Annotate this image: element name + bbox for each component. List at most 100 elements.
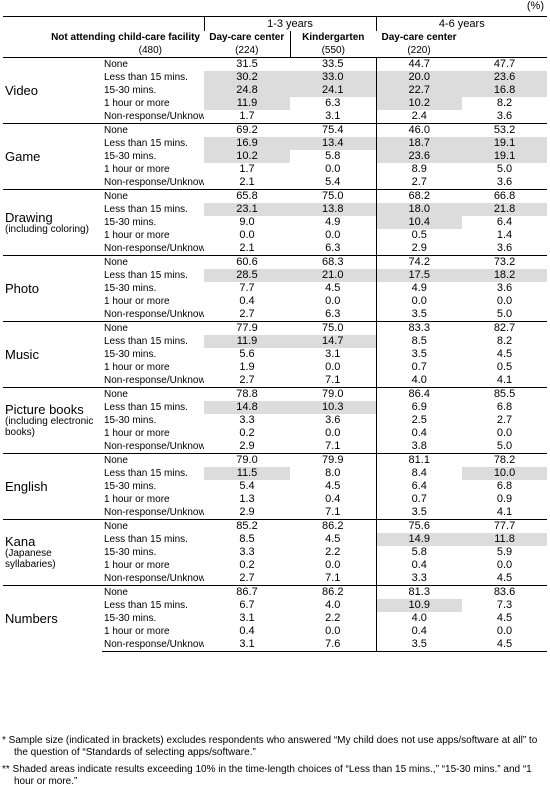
- table-row: Video None 31.5 33.5 44.7 47.7: [3, 57, 548, 124]
- value-cell: 7.1: [325, 440, 341, 452]
- column-header: Not attending child-care facility: [51, 32, 200, 43]
- value-cell: 6.4: [375, 480, 463, 493]
- value-cell: 3.6: [496, 242, 513, 254]
- sample-size: (224): [204, 44, 290, 58]
- category-name: Kana: [5, 534, 36, 549]
- value-cell: 3.3: [375, 572, 463, 586]
- value-cell: 0.4: [239, 295, 255, 307]
- value-cell: 23.6: [375, 150, 463, 163]
- value-cell: 24.8: [204, 84, 290, 97]
- category-name: Drawing: [5, 209, 53, 225]
- category-name: Game: [5, 149, 41, 164]
- value-cell: 33.5: [290, 57, 377, 71]
- table-row: 15-30 mins. 9.0 4.9 10.4 6.4: [3, 216, 547, 229]
- time-option-label: Less than 15 mins.: [104, 270, 188, 281]
- value-cell: 0.0: [496, 427, 513, 439]
- value-cell: 4.0: [375, 612, 463, 625]
- table-row: Less than 15 mins. 8.5 4.5 14.9 11.8: [3, 533, 548, 546]
- category-label: Drawing (including coloring): [3, 189, 102, 256]
- time-option-label: Non-response/Unknown: [104, 309, 204, 320]
- table-row: Less than 15 mins. 28.5 21.0 17.5 18.2: [3, 269, 548, 282]
- value-cell: 4.5: [496, 348, 513, 360]
- value-cell: 1.7: [239, 163, 255, 175]
- value-cell: 23.1: [204, 203, 290, 216]
- value-cell: 3.6: [496, 110, 513, 122]
- time-option-label: 1 hour or more: [104, 230, 170, 241]
- value-cell: 6.4: [496, 216, 513, 228]
- value-cell: 73.2: [462, 255, 548, 269]
- footnotes: * Sample size (indicated in brackets) ex…: [2, 735, 548, 793]
- time-option-label: 15-30 mins.: [104, 151, 157, 162]
- table-row: 1 hour or more 1.3 0.4 0.7 0.9: [3, 493, 547, 506]
- sample-size: (220): [376, 44, 463, 58]
- value-cell: 47.7: [462, 57, 548, 71]
- value-cell: 60.6: [204, 255, 290, 269]
- value-cell: 2.2: [325, 546, 341, 558]
- value-cell: 79.9: [290, 453, 377, 467]
- table-row: 1 hour or more 1.9 0.0 0.7 0.5: [3, 361, 547, 374]
- value-cell: 10.3: [290, 401, 377, 414]
- value-cell: 9.0: [239, 216, 255, 228]
- table-row: Game None 69.2 75.4 46.0 53.2: [3, 123, 548, 190]
- age-group-header: 4-6 years: [375, 16, 548, 31]
- header-age-row: 1-3 years 4-6 years: [3, 16, 548, 31]
- value-cell: 3.5: [375, 506, 463, 520]
- time-option-label: 1 hour or more: [104, 296, 170, 307]
- time-option-label: Non-response/Unknown: [104, 507, 204, 518]
- table-row: 15-30 mins. 7.7 4.5 4.9 3.6: [3, 282, 547, 295]
- value-cell: 86.4: [375, 387, 463, 401]
- value-cell: 5.0: [496, 308, 513, 320]
- value-cell: 4.5: [496, 572, 513, 584]
- age-group-header: 1-3 years: [203, 16, 377, 31]
- time-option-label: None: [102, 255, 204, 269]
- value-cell: 75.6: [375, 519, 463, 533]
- table-row: 15-30 mins. 5.6 3.1 3.5 4.5: [3, 348, 547, 361]
- value-cell: 0.5: [496, 361, 513, 373]
- value-cell: 0.0: [496, 295, 513, 307]
- value-cell: 18.0: [375, 203, 463, 216]
- category-name: Music: [5, 347, 39, 362]
- value-cell: 2.9: [239, 440, 255, 452]
- table-row: 1 hour or more 0.4 0.0 0.0 0.0: [3, 295, 547, 308]
- table-row: 15-30 mins. 3.1 2.2 4.0 4.5: [3, 612, 547, 625]
- table-row: 15-30 mins. 3.3 3.6 2.5 2.7: [3, 414, 547, 427]
- value-cell: 0.4: [375, 625, 463, 638]
- value-cell: 6.3: [325, 242, 341, 254]
- value-cell: 86.7: [204, 585, 290, 599]
- value-cell: 6.3: [325, 308, 341, 320]
- time-option-label: Less than 15 mins.: [104, 138, 188, 149]
- table-row: 1 hour or more 1.7 0.0 8.9 5.0: [3, 163, 547, 176]
- table-row: Non-response/Unknown 2.7 7.1 4.0 4.1: [3, 374, 547, 388]
- time-option-label: 15-30 mins.: [104, 613, 157, 624]
- value-cell: 6.3: [325, 97, 341, 109]
- value-cell: 2.1: [239, 176, 255, 188]
- value-cell: 5.4: [325, 176, 341, 188]
- value-cell: 4.9: [375, 282, 463, 295]
- value-cell: 69.2: [204, 123, 290, 137]
- value-cell: 4.1: [496, 374, 513, 386]
- table-row: 1 hour or more 11.9 6.3 10.2 8.2: [3, 97, 547, 110]
- value-cell: 0.7: [375, 493, 463, 506]
- table-row: Non-response/Unknown 2.9 7.1 3.5 4.1: [3, 506, 547, 520]
- time-option-label: 15-30 mins.: [104, 547, 157, 558]
- column-header: Kindergarten: [289, 31, 377, 44]
- value-cell: 0.4: [239, 625, 255, 637]
- table-row: 1 hour or more 0.0 0.0 0.5 1.4: [3, 229, 547, 242]
- column-header: Day-care center: [209, 32, 285, 43]
- time-option-label: Non-response/Unknown: [104, 243, 204, 254]
- value-cell: 11.9: [204, 97, 290, 110]
- time-option-label: Less than 15 mins.: [104, 468, 188, 479]
- header-sample-row: (480) (224) (550) (220): [3, 44, 547, 58]
- value-cell: 0.4: [375, 427, 463, 440]
- category-label: Picture books (including electronic books…: [3, 387, 102, 454]
- time-option-label: None: [102, 57, 204, 71]
- table-row: 15-30 mins. 10.2 5.8 23.6 19.1: [3, 150, 548, 163]
- value-cell: 5.8: [375, 546, 463, 559]
- value-cell: 74.2: [375, 255, 463, 269]
- value-cell: 5.9: [496, 546, 513, 558]
- value-cell: 4.5: [462, 638, 548, 652]
- value-cell: 44.7: [375, 57, 463, 71]
- value-cell: 1.9: [239, 361, 255, 373]
- value-cell: 0.0: [239, 229, 255, 241]
- value-cell: 86.2: [290, 585, 377, 599]
